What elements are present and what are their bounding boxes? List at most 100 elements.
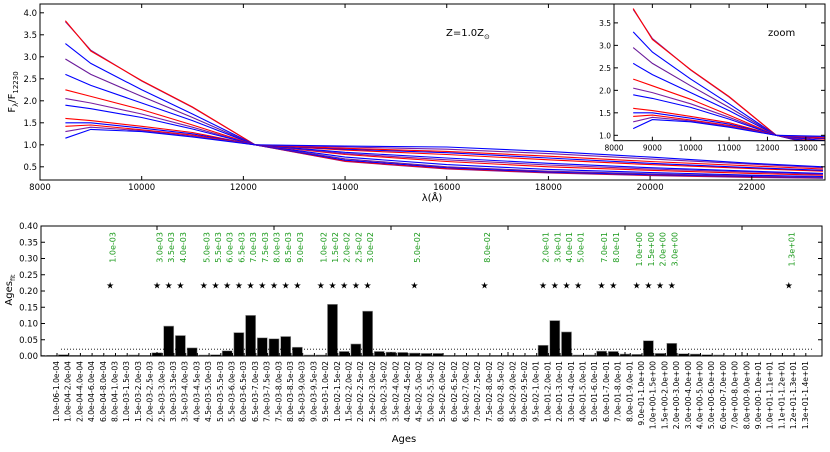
ages-category-label: 8.0e-01-9.0e-01 <box>625 361 634 422</box>
age-bar <box>175 335 186 356</box>
spectra-x-tick-label: 22000 <box>738 183 765 193</box>
spectra-y-tick-label: 1.5 <box>23 119 37 129</box>
ages-category-label: 1.1e+01-1.2e+01 <box>777 361 786 429</box>
ages-category-label: 1.5e+00-2.0e+00 <box>660 361 669 429</box>
ages-category-label: 2.0e-02-2.5e-02 <box>356 361 365 422</box>
inset-y-tick-label: 1.5 <box>599 109 611 118</box>
ages-category-label: 7.0e-01-8.0e-01 <box>614 361 623 422</box>
spectra-x-tick-label: 16000 <box>433 183 460 193</box>
selected-age-label: 1.0e+00 <box>635 232 644 267</box>
ages-category-label: 9.0e-03-9.5e-03 <box>309 361 318 422</box>
star-marker: ★ <box>200 282 208 292</box>
ages-category-label: 5.0e-02-5.5e-02 <box>426 361 435 422</box>
star-marker: ★ <box>176 282 184 292</box>
ages-category-label: 2.0e-01-3.0e-01 <box>555 361 564 422</box>
spectra-x-axis-label: λ(Å) <box>422 191 443 204</box>
spectra-x-tick-label: 12000 <box>230 183 257 193</box>
star-marker: ★ <box>364 282 372 292</box>
age-bar <box>338 351 350 356</box>
star-marker: ★ <box>551 282 559 292</box>
ages-y-axis-label: Agesfit <box>4 274 17 306</box>
spectra-x-tick-label: 18000 <box>535 183 562 193</box>
inset-spectrum-line <box>633 107 825 140</box>
ages-category-label: 5.5e-03-6.0e-03 <box>228 361 237 422</box>
spectra-spectrum-line <box>65 73 824 178</box>
inset-spectrum-line <box>632 31 803 141</box>
ages-category-label: 8.0e-04-1.0e-03 <box>111 361 120 422</box>
inset-spectrum-line <box>633 114 825 139</box>
ages-y-tick-label: 0.10 <box>19 320 38 330</box>
selected-age-label: 5.0e-01 <box>577 232 586 263</box>
ages-category-label: 3.0e+00-4.0e+00 <box>684 361 693 429</box>
age-bar <box>186 347 198 356</box>
ages-category-label: 8.5e-03-9.0e-03 <box>298 361 307 422</box>
selected-age-label: 8.0e-03 <box>273 232 282 263</box>
inset-title: zoom <box>768 28 795 39</box>
ages-category-label: 9.0e+00-1.0e+01 <box>754 361 763 429</box>
ages-category-label: 2.0e-03-2.5e-03 <box>146 361 155 422</box>
ages-category-label: 1.0e-02-1.5e-02 <box>333 361 342 422</box>
age-bar <box>327 304 338 356</box>
ages-category-label: 7.0e-02-7.5e-02 <box>473 361 482 422</box>
ages-category-label: 4.0e-01-5.0e-01 <box>579 361 588 422</box>
inset-axes-ticks: 8000 9000 10000 11000 12000 13000 1.0 1.5 2.0 2.5… <box>599 4 825 153</box>
ages-category-label: 5.5e-02-6.0e-02 <box>438 361 447 422</box>
age-bar <box>245 315 256 356</box>
ages-category-label: 4.5e-03-5.0e-03 <box>204 361 213 422</box>
selected-age-label: 7.5e-03 <box>261 232 270 263</box>
spectra-y-tick-label: 4.0 <box>23 9 37 19</box>
ages-category-label: 6.0e-01-7.0e-01 <box>602 361 611 422</box>
selected-age-label: 2.0e+00 <box>659 232 668 267</box>
ages-category-label: 2.0e+00-3.0e+00 <box>672 361 681 429</box>
age-bar <box>221 350 233 356</box>
selected-age-label: 1.3e+01 <box>787 232 796 267</box>
spectra-y-tick-label: 2.5 <box>23 75 37 85</box>
star-marker: ★ <box>633 282 641 292</box>
selected-age-label: 6.0e-03 <box>226 232 235 263</box>
spectra-x-tick-label: 8000 <box>29 183 51 193</box>
spectra-y-tick-label: 3.0 <box>23 53 37 63</box>
star-marker: ★ <box>317 282 325 292</box>
ages-bars-group <box>41 304 795 356</box>
ages-category-label: 3.0e-02-3.5e-02 <box>380 361 389 422</box>
star-marker: ★ <box>106 282 114 292</box>
star-marker: ★ <box>609 282 617 292</box>
ages-y-tick-label: 0.00 <box>19 352 38 362</box>
age-bar <box>643 340 654 356</box>
ages-category-label: 1.0e-03-1.5e-03 <box>122 361 131 422</box>
ages-category-label: 8.0e-02-8.5e-02 <box>497 361 506 422</box>
inset-x-tick-label: 11000 <box>717 144 741 153</box>
selected-age-label: 1.5e-02 <box>331 232 340 263</box>
ages-category-label: 1.0e-06-1.0e-04 <box>52 361 61 422</box>
ages-category-label: 6.0e-04-8.0e-04 <box>99 361 108 422</box>
selected-age-label: 3.0e+00 <box>670 232 679 267</box>
spectra-spectrum-line <box>65 117 824 172</box>
ages-category-label: 8.0e-03-8.5e-03 <box>286 361 295 422</box>
spectra-spectrum-line <box>65 128 824 168</box>
inset-x-tick-label: 9000 <box>643 144 662 153</box>
ages-y-tick-label: 0.15 <box>19 303 38 313</box>
selected-age-label: 5.5e-03 <box>214 232 223 263</box>
ages-category-label: 2.0e-04-4.0e-04 <box>75 361 84 422</box>
ages-category-label: 4.0e-04-6.0e-04 <box>87 361 96 422</box>
selected-age-label: 1.0e-02 <box>319 232 328 263</box>
selected-age-label: 1.5e+00 <box>647 232 656 267</box>
star-marker: ★ <box>211 282 219 292</box>
selected-age-label: 1.0e-03 <box>109 232 118 263</box>
ages-category-label: 2.5e-02-3.0e-02 <box>368 361 377 422</box>
age-bar <box>561 331 572 356</box>
spectra-x-tick-label: 10000 <box>128 183 155 193</box>
ages-panel: ★ 1.0e-03 ★ 3.0e-03 ★ 3.5e-03 ★ 4.0e-03 ★ 5.0e-03… <box>4 222 823 445</box>
ages-category-label: 1.0e-01-2.0e-01 <box>543 361 552 422</box>
spectra-spectrum-line <box>65 89 824 176</box>
star-marker: ★ <box>562 282 570 292</box>
ages-category-label: 6.5e-02-7.0e-02 <box>462 361 471 422</box>
age-bar <box>666 343 678 356</box>
spectra-spectrum-line <box>65 122 824 171</box>
star-marker: ★ <box>223 282 231 292</box>
ages-category-label: 6.0e-02-6.5e-02 <box>450 361 459 422</box>
selected-age-label: 2.5e-02 <box>354 232 363 263</box>
inset-y-tick-label: 2.0 <box>599 86 611 95</box>
selected-age-label: 8.0e-02 <box>483 232 492 263</box>
